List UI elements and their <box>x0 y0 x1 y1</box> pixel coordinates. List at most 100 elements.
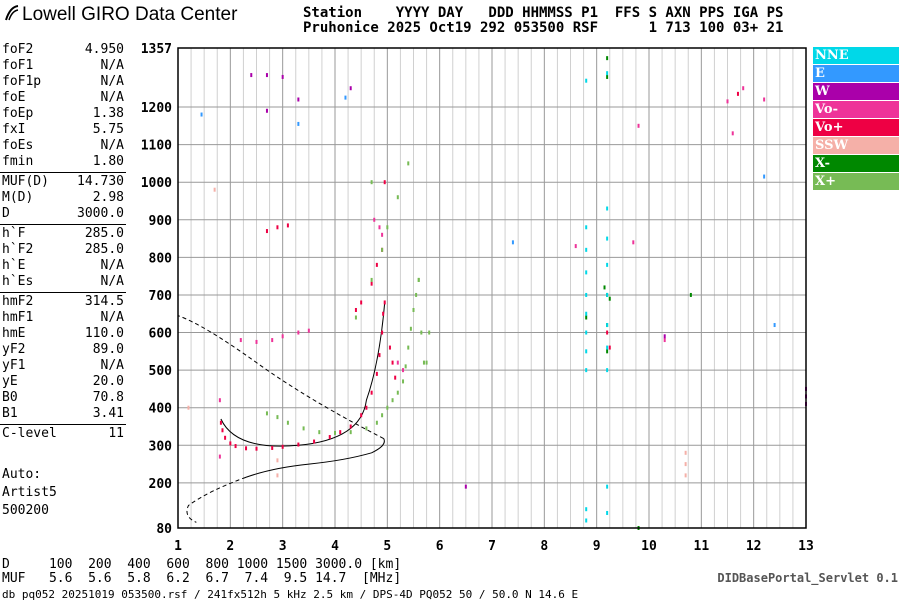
echo-point-x <box>407 345 410 350</box>
x-tick-label: 1 <box>174 539 182 554</box>
y-tick-label: 300 <box>149 439 173 454</box>
echo-point-nne <box>585 225 588 230</box>
param-row: D 3000.0 <box>2 206 124 222</box>
echo-point-vo <box>606 330 609 335</box>
echo-point-ssw <box>276 458 279 463</box>
echo-point-nne <box>606 262 609 267</box>
param-row: foEs N/A <box>2 138 124 154</box>
param-row: foF1p N/A <box>2 74 124 90</box>
param-row: hmE 110.0 <box>2 326 124 342</box>
header-line1: Station YYYY DAY DDD HHMMSS P1 FFS S AXN… <box>303 5 784 21</box>
echo-point-x <box>585 315 588 320</box>
param-key: foEs <box>2 138 34 153</box>
profile-trace <box>177 302 386 523</box>
echo-point-x <box>370 277 373 282</box>
echo-point-vo <box>365 405 368 410</box>
echo-point-nne <box>606 368 609 373</box>
echo-point-vo <box>632 240 635 245</box>
echo-point-x <box>349 430 352 435</box>
echo-point-x <box>407 161 410 166</box>
echo-point-x <box>318 430 321 435</box>
param-key: hmF2 <box>2 294 34 309</box>
param-value: N/A <box>100 74 124 89</box>
echo-point-vo <box>391 360 394 365</box>
param-row: foF2 4.950 <box>2 42 124 58</box>
echo-point-vo <box>637 123 640 128</box>
echo-point-vo <box>281 334 284 339</box>
plot-frame <box>177 47 807 529</box>
echo-point-vo <box>297 442 300 447</box>
echo-point-vo <box>394 375 397 380</box>
param-row: yF1 N/A <box>2 358 124 374</box>
y-tick-label: 1357 <box>141 42 172 57</box>
echo-point-vo <box>297 330 300 335</box>
param-key: hmF1 <box>2 310 34 325</box>
param-key: h`E <box>2 258 26 273</box>
param-key: foF2 <box>2 42 34 57</box>
echo-point-nne <box>585 507 588 512</box>
echo-point-ssw <box>684 450 687 455</box>
legend-item-x: X+ <box>813 173 899 190</box>
echo-point-x <box>334 430 336 435</box>
echo-point-x <box>402 379 405 384</box>
legend-item-w: W <box>813 83 899 100</box>
echo-point-ssw <box>187 405 190 410</box>
echo-point-w <box>663 334 666 339</box>
echo-point-vo <box>370 281 373 286</box>
param-row: B1 3.41 <box>2 406 124 422</box>
param-value: N/A <box>100 310 124 325</box>
echo-point-x <box>689 292 692 297</box>
y-tick-label: 500 <box>149 364 173 379</box>
echo-point-x <box>286 420 289 425</box>
echo-point-vo <box>763 97 766 102</box>
param-key: foE <box>2 90 26 105</box>
echo-point-nne <box>585 349 588 354</box>
auto-version: 500200 <box>2 503 49 518</box>
param-separator <box>0 292 126 293</box>
echo-point-x <box>365 426 368 431</box>
echo-point-x <box>428 330 431 335</box>
echo-point-x <box>603 285 606 290</box>
echo-point-vo <box>373 217 376 222</box>
echo-point-nne <box>606 292 609 297</box>
param-value: 11 <box>108 426 124 441</box>
param-row: fmin 1.80 <box>2 154 124 170</box>
param-row: foEp 1.38 <box>2 106 124 122</box>
y-tick-label: 1000 <box>141 176 172 191</box>
echo-point-vo <box>218 398 221 403</box>
echo-point-nne <box>606 71 609 76</box>
echo-point-x <box>412 307 415 312</box>
echo-point-vo <box>255 446 258 451</box>
param-key: yE <box>2 374 18 389</box>
echo-point-w <box>250 73 253 78</box>
param-key: foF1 <box>2 58 34 73</box>
param-key: MUF(D) <box>2 174 49 189</box>
param-row: MUF(D) 14.730 <box>2 174 124 190</box>
app-logo: Lowell GIRO Data Center <box>4 4 237 26</box>
echo-point-e <box>763 174 766 179</box>
x-tick-label: 5 <box>383 539 391 554</box>
param-value: N/A <box>100 358 124 373</box>
auto-label: Auto: <box>2 467 42 482</box>
echo-point-vo <box>663 338 666 343</box>
echo-point-vo <box>354 307 357 312</box>
echo-point-vo <box>234 444 237 449</box>
param-value: 285.0 <box>84 226 124 241</box>
distance-muf-table: D 100 200 400 600 800 1000 1500 3000.0 [… <box>2 558 401 586</box>
param-value: 14.730 <box>77 174 124 189</box>
echo-point-ssw <box>213 187 216 192</box>
echo-point-vo <box>271 445 274 450</box>
param-row: yF2 89.0 <box>2 342 124 358</box>
x-tick-label: 9 <box>593 539 601 554</box>
echo-point-vo <box>360 300 363 305</box>
echo-point-vo <box>307 328 310 333</box>
echo-point-nne <box>606 484 609 489</box>
param-separator <box>0 224 126 225</box>
y-tick-label: 1200 <box>141 101 172 116</box>
legend: NNE E W Vo- Vo+ SSW X- X+ <box>813 47 899 191</box>
echo-point-vo <box>402 368 405 373</box>
true-height-profile <box>245 438 385 478</box>
echo-point-x <box>417 277 420 282</box>
echo-point-w <box>265 108 268 113</box>
